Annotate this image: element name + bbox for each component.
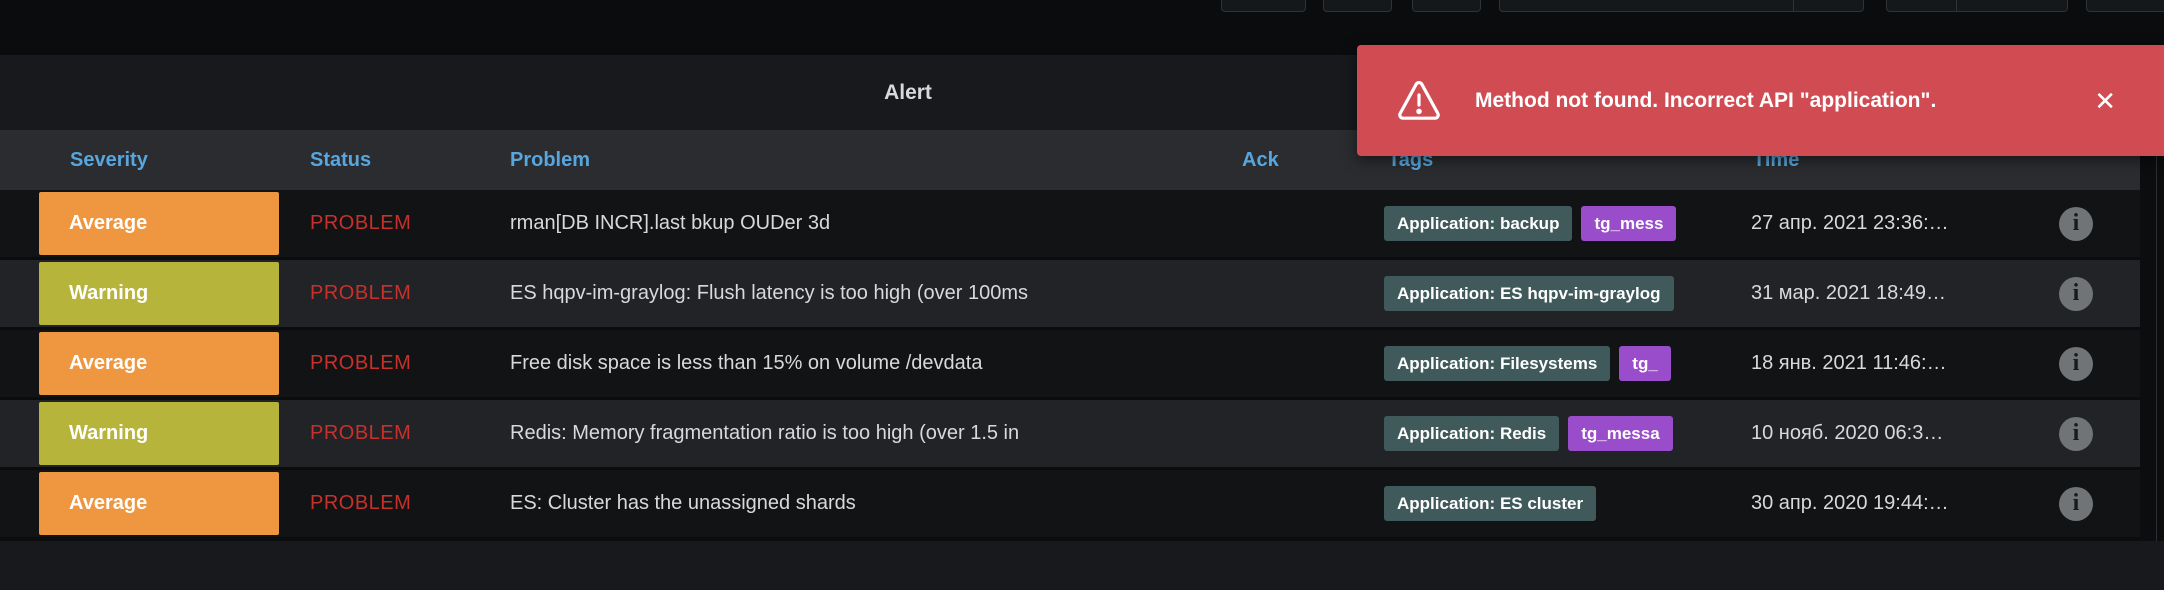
column-header-ack[interactable]: Ack (1242, 148, 1279, 171)
info-icon[interactable]: i (2059, 486, 2093, 521)
severity-cell: Average (0, 472, 300, 535)
status-text: PROBLEM (310, 422, 412, 444)
severity-badge: Average (39, 332, 279, 395)
time-text: 31 мар. 2021 18:49… (1751, 282, 1947, 304)
severity-cell: Warning (0, 262, 300, 325)
time-text: 30 апр. 2020 19:44:… (1751, 492, 1949, 514)
time-cell: 10 нояб. 2020 06:3… (1722, 422, 2012, 445)
button-divider (1793, 0, 1794, 11)
problem-text[interactable]: rman[DB INCR].last bkup OUDer 3d (510, 212, 831, 234)
tags-cell: Application: backup tg_mess (1370, 206, 1722, 241)
status-text: PROBLEM (310, 282, 412, 304)
tag-badge[interactable]: Application: Filesystems (1384, 346, 1611, 381)
problem-cell: Free disk space is less than 15% on volu… (500, 352, 1230, 375)
severity-badge: Warning (39, 402, 279, 465)
tags-cell: Application: Redis tg_messa (1370, 416, 1722, 451)
info-icon[interactable]: i (2059, 206, 2093, 241)
status-cell: PROBLEM (300, 352, 500, 375)
status-text: PROBLEM (310, 212, 412, 234)
time-text: 10 нояб. 2020 06:3… (1751, 422, 1944, 444)
severity-badge: Average (39, 472, 279, 535)
panel-right-border (2156, 55, 2157, 541)
toolbar-button[interactable] (1323, 0, 1392, 12)
info-cell: i (2012, 276, 2140, 311)
toolbar-button-group[interactable] (1886, 0, 2068, 12)
toolbar-button[interactable] (2086, 0, 2164, 12)
alert-table-body: Average PROBLEM rman[DB INCR].last bkup … (0, 190, 2140, 540)
right-gutter (2140, 130, 2164, 541)
tag-badge[interactable]: Application: ES cluster (1384, 486, 1597, 521)
status-text: PROBLEM (310, 352, 412, 374)
problem-cell: Redis: Memory fragmentation ratio is too… (500, 422, 1230, 445)
toast-message: Method not found. Incorrect API "applica… (1475, 88, 1937, 112)
problem-cell: ES hqpv-im-graylog: Flush latency is too… (500, 282, 1230, 305)
tag-badge[interactable]: tg_mess (1581, 206, 1677, 241)
close-icon[interactable]: ✕ (2094, 85, 2116, 116)
time-text: 18 янв. 2021 11:46:… (1751, 352, 1947, 374)
table-row[interactable]: Warning PROBLEM Redis: Memory fragmentat… (0, 400, 2140, 467)
status-text: PROBLEM (310, 492, 412, 514)
tags-cell: Application: ES cluster (1370, 486, 1722, 521)
severity-cell: Average (0, 332, 300, 395)
time-text: 27 апр. 2021 23:36:… (1751, 212, 1949, 234)
toolbar-button[interactable] (1221, 0, 1306, 12)
severity-badge: Warning (39, 262, 279, 325)
toolbar-button[interactable] (1412, 0, 1481, 12)
tag-badge[interactable]: Application: ES hqpv-im-graylog (1384, 276, 1674, 311)
status-cell: PROBLEM (300, 422, 500, 445)
tag-badge[interactable]: tg_messa (1568, 416, 1673, 451)
table-row[interactable]: Average PROBLEM Free disk space is less … (0, 330, 2140, 397)
table-row[interactable]: Average PROBLEM rman[DB INCR].last bkup … (0, 190, 2140, 257)
severity-cell: Average (0, 192, 300, 255)
info-cell: i (2012, 486, 2140, 521)
panel-footer (0, 541, 2164, 590)
time-cell: 31 мар. 2021 18:49… (1722, 282, 2012, 305)
status-cell: PROBLEM (300, 492, 500, 515)
tag-badge[interactable]: Application: backup (1384, 206, 1573, 241)
time-cell: 18 янв. 2021 11:46:… (1722, 352, 2012, 375)
table-row[interactable]: Warning PROBLEM ES hqpv-im-graylog: Flus… (0, 260, 2140, 327)
error-toast: Method not found. Incorrect API "applica… (1357, 45, 2164, 156)
info-icon[interactable]: i (2059, 276, 2093, 311)
column-header-severity[interactable]: Severity (70, 148, 148, 171)
status-cell: PROBLEM (300, 282, 500, 305)
time-cell: 30 апр. 2020 19:44:… (1722, 492, 2012, 515)
panel-title[interactable]: Alert (884, 81, 932, 104)
column-header-problem[interactable]: Problem (510, 148, 591, 171)
table-row[interactable]: Average PROBLEM ES: Cluster has the unas… (0, 470, 2140, 537)
warning-triangle-icon (1398, 80, 1440, 120)
severity-badge: Average (39, 192, 279, 255)
time-cell: 27 апр. 2021 23:36:… (1722, 212, 2012, 235)
info-icon[interactable]: i (2059, 346, 2093, 381)
info-icon[interactable]: i (2059, 416, 2093, 451)
column-header-status[interactable]: Status (310, 148, 372, 171)
problem-text[interactable]: ES: Cluster has the unassigned shards (510, 492, 856, 514)
problem-text[interactable]: Free disk space is less than 15% on volu… (510, 352, 983, 374)
button-divider (1956, 0, 1957, 11)
problem-cell: ES: Cluster has the unassigned shards (500, 492, 1230, 515)
problem-text[interactable]: Redis: Memory fragmentation ratio is too… (510, 422, 1020, 444)
tag-badge[interactable]: Application: Redis (1384, 416, 1560, 451)
tags-cell: Application: ES hqpv-im-graylog (1370, 276, 1722, 311)
info-cell: i (2012, 416, 2140, 451)
tag-badge[interactable]: tg_ (1619, 346, 1671, 381)
time-range-button[interactable] (1499, 0, 1864, 12)
info-cell: i (2012, 206, 2140, 241)
status-cell: PROBLEM (300, 212, 500, 235)
problem-text[interactable]: ES hqpv-im-graylog: Flush latency is too… (510, 282, 1029, 304)
severity-cell: Warning (0, 402, 300, 465)
problem-cell: rman[DB INCR].last bkup OUDer 3d (500, 212, 1230, 235)
info-cell: i (2012, 346, 2140, 381)
tags-cell: Application: Filesystems tg_ (1370, 346, 1722, 381)
